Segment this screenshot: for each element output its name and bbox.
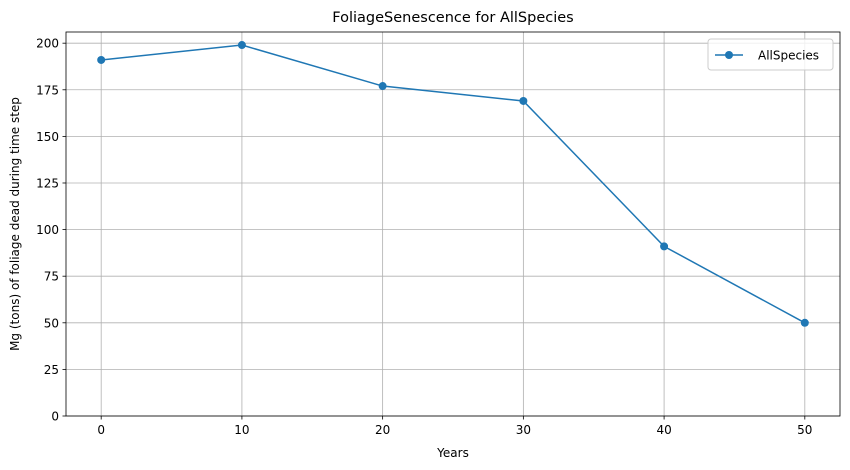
- data-point: [519, 96, 528, 105]
- data-point: [97, 55, 106, 64]
- grid: [66, 32, 840, 417]
- ticks: 0 10 20 30 40 50 0 25 50 75 100 125 150 175 200: [36, 37, 812, 437]
- x-axis-label: Years: [436, 446, 469, 460]
- x-tick-label: 40: [656, 423, 671, 437]
- y-tick-label: 175: [36, 83, 59, 97]
- y-tick-label: 100: [36, 223, 59, 237]
- y-axis-label: Mg (tons) of foliage dead during time st…: [8, 97, 22, 351]
- y-tick-label: 75: [44, 270, 59, 284]
- y-tick-label: 25: [44, 363, 59, 377]
- legend-marker-swatch: [725, 51, 733, 59]
- x-tick-label: 30: [516, 423, 531, 437]
- data-point: [237, 41, 246, 50]
- legend-label: AllSpecies: [758, 49, 819, 63]
- y-tick-label: 150: [36, 130, 59, 144]
- series-line: [101, 44, 806, 324]
- plot-frame: [65, 31, 841, 417]
- data-point: [660, 242, 669, 251]
- data-point: [800, 318, 809, 327]
- x-tick-label: 0: [97, 423, 105, 437]
- series-layer: [97, 41, 809, 327]
- legend: AllSpecies: [707, 38, 834, 71]
- chart-title: FoliageSenescence for AllSpecies: [332, 10, 573, 26]
- x-tick-label: 10: [234, 423, 249, 437]
- y-tick-label: 125: [36, 176, 59, 190]
- data-point: [378, 82, 387, 91]
- x-tick-label: 50: [797, 423, 812, 437]
- x-tick-label: 20: [375, 423, 390, 437]
- y-tick-label: 50: [44, 316, 59, 330]
- legend-box: [707, 38, 834, 71]
- y-tick-label: 0: [51, 410, 59, 424]
- y-tick-label: 200: [36, 37, 59, 51]
